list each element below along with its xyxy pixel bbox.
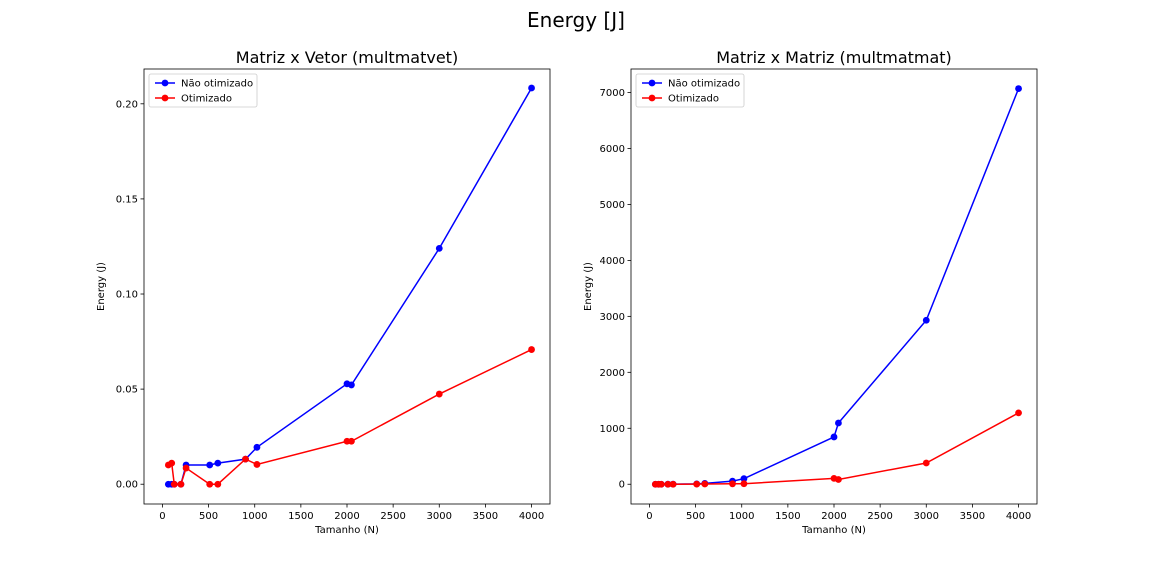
data-point <box>206 461 214 469</box>
x-tick-label: 3000 <box>427 511 452 522</box>
data-point <box>206 480 214 488</box>
series-line-0 <box>168 87 533 485</box>
legend-label: Otimizado <box>668 94 719 105</box>
legend-marker <box>648 79 656 87</box>
legend-label: Não otimizado <box>668 79 740 90</box>
y-axis-label: Energy (J) <box>583 262 594 311</box>
data-point <box>348 437 355 445</box>
data-point <box>528 346 535 353</box>
data-point <box>835 419 842 427</box>
legend-box <box>148 73 258 108</box>
data-point <box>242 455 249 463</box>
y-tick-label: 7000 <box>600 88 625 99</box>
data-point <box>177 480 185 488</box>
data-point <box>830 433 838 441</box>
figure-suptitle: Energy [J] <box>527 8 625 32</box>
x-tick-label: 1500 <box>775 511 800 522</box>
y-tick-label: 0 <box>619 480 625 491</box>
legend-marker <box>648 94 656 102</box>
y-tick-label: 2000 <box>600 368 625 379</box>
data-point <box>435 244 443 252</box>
x-tick-label: 1500 <box>288 511 313 522</box>
y-tick-label: 0.00 <box>116 480 138 491</box>
data-point <box>740 475 748 483</box>
data-point <box>168 459 176 467</box>
y-tick-label: 3000 <box>600 312 625 323</box>
y-tick-label: 6000 <box>600 144 625 155</box>
legend-box <box>635 73 745 108</box>
legend-label: Não otimizado <box>181 79 253 90</box>
chart-left: Matriz x Vetor (multmatvet) 0 500 1000 1500 2… <box>96 48 551 536</box>
x-tick-label: 0 <box>159 511 165 522</box>
y-tick-label: 0.10 <box>116 290 138 301</box>
data-point <box>664 480 672 488</box>
x-tick-label: 4000 <box>519 511 544 522</box>
x-tick-label: 500 <box>686 511 705 522</box>
x-tick-label: 2000 <box>334 511 359 522</box>
data-point <box>693 480 701 488</box>
data-point <box>253 461 261 468</box>
data-point <box>1015 85 1022 92</box>
y-tick-label: 5000 <box>600 200 625 211</box>
data-point <box>657 480 665 488</box>
legend-marker <box>161 79 169 87</box>
legend: Não otimizado Otimizado <box>148 73 258 108</box>
data-point <box>701 480 709 488</box>
data-point <box>729 480 736 488</box>
data-point <box>435 390 443 398</box>
data-point <box>214 480 222 488</box>
x-axis-label: Tamanho (N) <box>314 525 379 536</box>
data-point <box>740 480 748 488</box>
data-point <box>214 459 222 467</box>
x-tick-label: 2500 <box>867 511 892 522</box>
y-tick-label: 0.15 <box>116 194 138 205</box>
data-point <box>922 459 930 467</box>
data-point <box>348 381 355 389</box>
x-tick-label: 3500 <box>473 511 498 522</box>
x-tick-label: 3000 <box>914 511 939 522</box>
chart-title: Matriz x Matriz (multmatmat) <box>716 48 952 67</box>
data-point <box>922 316 930 324</box>
data-point <box>528 84 535 92</box>
series-line-1 <box>167 348 532 485</box>
legend: Não otimizado Otimizado <box>635 73 745 108</box>
x-tick-label: 2000 <box>821 511 846 522</box>
data-point <box>170 480 178 488</box>
y-axis-label: Energy (J) <box>96 262 107 311</box>
x-tick-label: 1000 <box>242 511 267 522</box>
x-tick-label: 2500 <box>380 511 405 522</box>
data-point <box>669 480 677 488</box>
data-point <box>253 443 261 451</box>
chart-title: Matriz x Vetor (multmatvet) <box>236 48 458 67</box>
legend-marker <box>161 94 169 102</box>
data-point <box>182 464 190 472</box>
y-tick-label: 1000 <box>600 424 625 435</box>
x-tick-label: 0 <box>646 511 652 522</box>
y-tick-label: 0.05 <box>116 385 138 396</box>
y-tick-label: 0.20 <box>116 99 138 110</box>
x-tick-label: 3500 <box>960 511 985 522</box>
chart-right: Matriz x Matriz (multmatmat) 0 500 1000 1500… <box>583 48 1038 536</box>
x-axis-label: Tamanho (N) <box>801 525 866 536</box>
x-tick-label: 4000 <box>1006 511 1031 522</box>
data-point <box>835 476 842 483</box>
x-tick-label: 1000 <box>729 511 754 522</box>
data-point <box>1015 409 1022 417</box>
x-tick-label: 500 <box>199 511 218 522</box>
y-tick-label: 4000 <box>600 256 625 267</box>
legend-label: Otimizado <box>181 94 232 105</box>
